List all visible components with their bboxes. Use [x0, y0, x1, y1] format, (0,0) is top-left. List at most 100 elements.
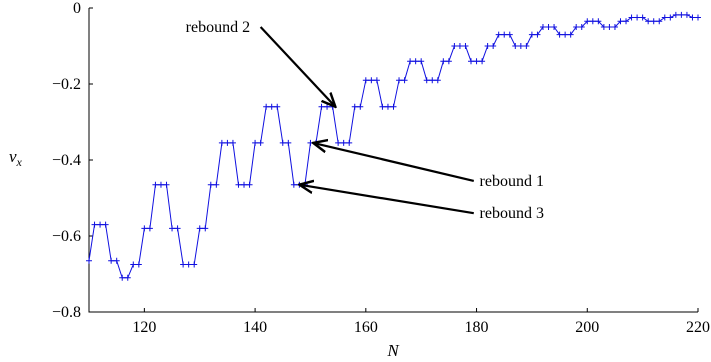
- data-point-marker: [539, 24, 546, 30]
- data-point-marker: [661, 14, 668, 21]
- data-point-marker: [479, 58, 486, 65]
- axis-frame: [88, 8, 698, 313]
- data-point-marker: [163, 181, 170, 188]
- data-point-marker: [429, 77, 436, 84]
- annotation-arrow: [259, 26, 336, 107]
- data-point-marker: [451, 43, 458, 49]
- y-tick-label: −0.8: [52, 304, 81, 321]
- data-point-marker: [473, 58, 480, 65]
- data-point-marker: [506, 31, 513, 38]
- data-point-marker: [135, 261, 142, 268]
- data-point-marker: [456, 43, 463, 49]
- data-point-marker: [573, 24, 580, 30]
- data-point-marker: [180, 261, 187, 268]
- data-point-marker: [683, 11, 690, 18]
- annotation-arrow: [299, 185, 474, 215]
- data-point-marker: [606, 24, 613, 30]
- data-point-marker: [390, 103, 397, 110]
- data-point-marker: [169, 225, 176, 232]
- data-point-marker: [340, 139, 347, 146]
- data-point-marker: [695, 14, 701, 21]
- data-point-marker: [528, 31, 535, 38]
- data-point-marker: [396, 77, 403, 84]
- data-point-marker: [263, 103, 270, 110]
- data-point-marker: [551, 24, 558, 30]
- data-point-marker: [246, 181, 253, 188]
- data-point-marker: [102, 221, 109, 228]
- data-point-marker: [335, 139, 342, 146]
- data-point-marker: [534, 31, 541, 38]
- x-tick-label: 140: [243, 319, 267, 336]
- data-point-marker: [268, 103, 275, 110]
- annotation-label: rebound 1: [480, 173, 544, 190]
- data-point-marker: [185, 261, 192, 268]
- data-point-marker: [318, 103, 325, 110]
- data-point-marker: [351, 103, 358, 110]
- data-point-marker: [490, 43, 497, 49]
- x-tick-label: 160: [354, 319, 378, 336]
- data-point-marker: [241, 181, 248, 188]
- data-point-marker: [124, 274, 131, 281]
- data-point-marker: [218, 139, 225, 146]
- data-point-marker: [379, 103, 386, 110]
- x-tick-label: 220: [686, 319, 710, 336]
- x-tick-label: 120: [132, 319, 156, 336]
- data-point-marker: [368, 77, 375, 84]
- data-point-marker: [523, 43, 530, 49]
- annotation-label: rebound 2: [186, 19, 250, 36]
- data-point-marker: [545, 24, 552, 30]
- data-point-marker: [213, 181, 220, 188]
- data-point-marker: [285, 139, 292, 146]
- series-line: [88, 14, 698, 279]
- data-point-marker: [91, 221, 98, 228]
- axes: 120 140 160 180 200 220 0 −0.2 −0.4 −0.6 −0.8: [52, 0, 710, 336]
- data-point-marker: [373, 77, 380, 84]
- data-point-marker: [346, 139, 353, 146]
- data-point-marker: [401, 77, 408, 84]
- data-point-marker: [146, 225, 153, 232]
- data-point-marker: [423, 77, 430, 84]
- data-point-marker: [501, 31, 508, 38]
- data-point-marker: [628, 14, 635, 21]
- data-point-marker: [617, 18, 624, 25]
- data-point-marker: [567, 31, 574, 38]
- data-point-marker: [678, 11, 685, 18]
- data-point-marker: [224, 139, 231, 146]
- x-tick-label: 180: [465, 319, 489, 336]
- data-point-marker: [113, 257, 120, 264]
- data-point-marker: [86, 257, 92, 264]
- data-point-marker: [191, 261, 198, 268]
- data-point-marker: [517, 43, 524, 49]
- y-axis-label: vx: [9, 147, 23, 169]
- data-point-marker: [645, 18, 652, 25]
- data-point-marker: [445, 58, 452, 65]
- data-point-marker: [229, 139, 236, 146]
- data-point-marker: [639, 14, 646, 21]
- data-point-marker: [468, 58, 475, 65]
- data-series: [86, 11, 701, 281]
- data-point-marker: [407, 58, 414, 65]
- data-point-marker: [462, 43, 469, 49]
- data-point-marker: [434, 77, 441, 84]
- data-point-marker: [202, 225, 209, 232]
- data-point-marker: [152, 181, 159, 188]
- data-point-marker: [650, 18, 657, 25]
- data-point-marker: [384, 103, 391, 110]
- data-point-marker: [484, 43, 491, 49]
- data-point-marker: [623, 18, 630, 25]
- data-point-marker: [357, 103, 364, 110]
- y-tick-label: 0: [73, 0, 81, 17]
- data-point-marker: [257, 139, 264, 146]
- data-point-marker: [119, 274, 126, 281]
- data-point-marker: [274, 103, 281, 110]
- data-point-marker: [495, 31, 502, 38]
- data-point-marker: [672, 11, 679, 18]
- data-point-marker: [362, 77, 369, 84]
- data-point-marker: [157, 181, 164, 188]
- data-point-marker: [141, 225, 148, 232]
- y-tick-label: −0.2: [52, 76, 81, 93]
- y-axis-label-main: v: [9, 147, 17, 166]
- annotations: rebound 2 rebound 1 rebound 3: [186, 19, 544, 222]
- data-point-marker: [578, 24, 585, 30]
